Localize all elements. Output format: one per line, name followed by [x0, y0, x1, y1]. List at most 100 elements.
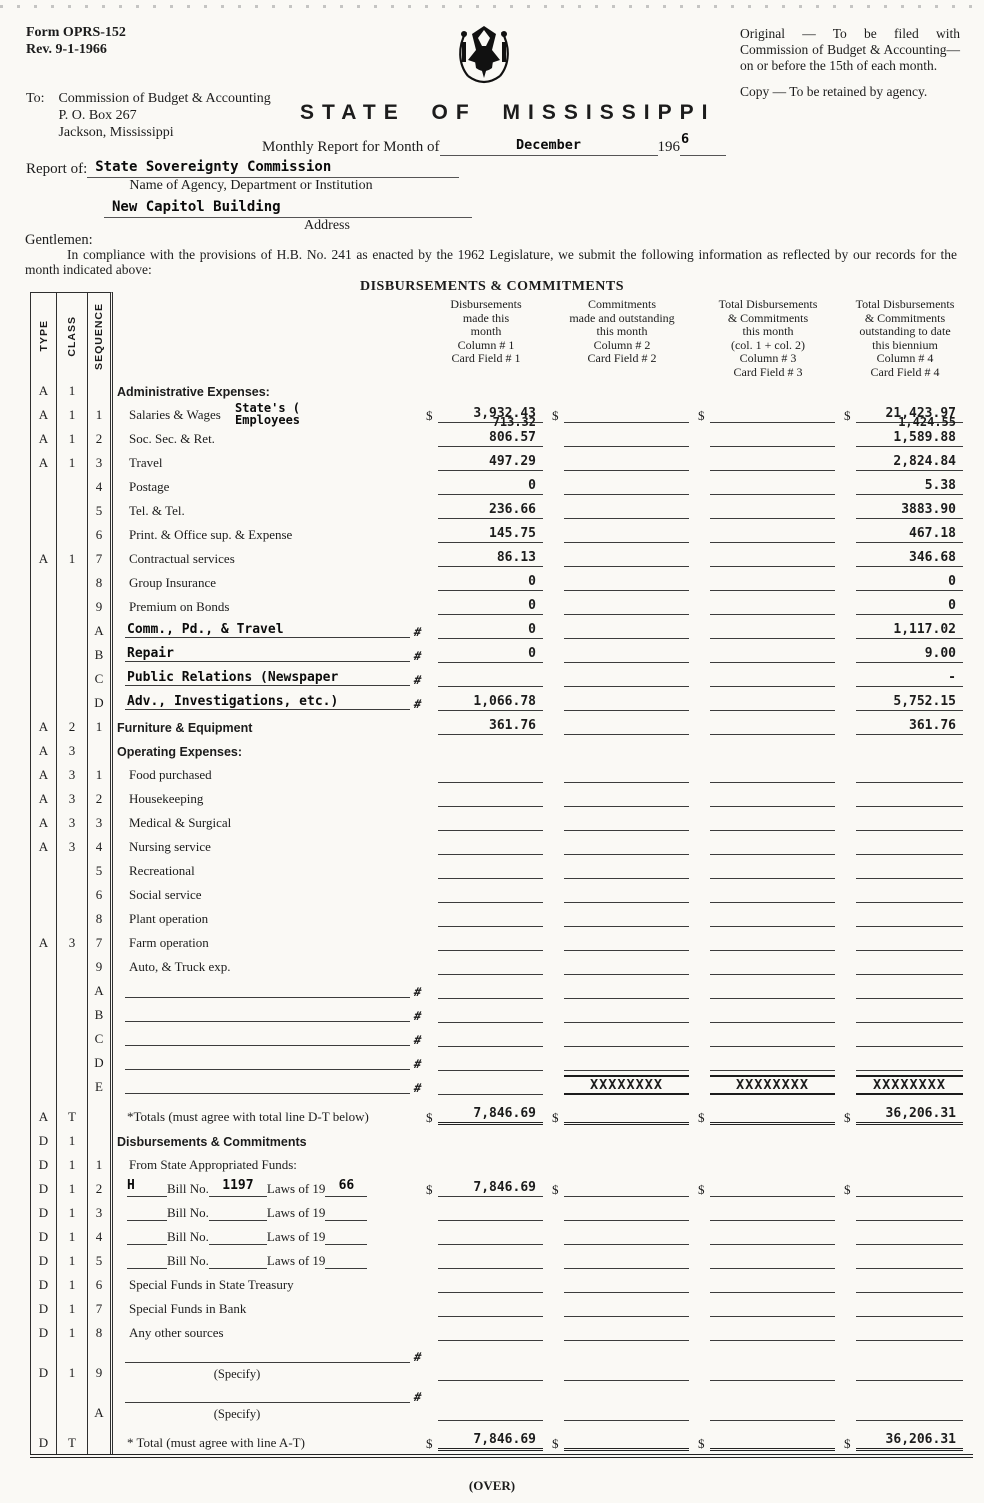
col3-cell [695, 1248, 841, 1272]
dollar-sign: $ [552, 1436, 559, 1451]
row-description: Special Funds in Bank [113, 1296, 423, 1320]
amount-line [564, 886, 689, 903]
table-row: D 1 8 Any other sources [30, 1320, 973, 1344]
addressee-line: P. O. Box 267 [58, 108, 137, 123]
amount-line [856, 862, 963, 879]
row-label: Tel. & Tel. [129, 503, 185, 518]
amount-line [710, 1030, 835, 1047]
col2-cell: $ [549, 1098, 695, 1128]
cell-class: 1 [57, 402, 88, 426]
fill-in-line: # [113, 1385, 423, 1407]
col1-cell: 236.66 [423, 498, 549, 522]
cell-class: 1 [57, 1344, 88, 1384]
row-label: Social service [129, 887, 202, 902]
cell-type [30, 1074, 57, 1098]
cell-sequence [88, 378, 113, 402]
agency-value: State Sovereignty Commission [95, 159, 332, 175]
table-body: A 1 Administrative Expenses: A 1 1 Salaries & … [30, 378, 973, 1454]
month-value: December [515, 137, 582, 153]
amount-line [710, 1276, 835, 1293]
row-label: *Totals (must agree with total line D-T … [127, 1109, 369, 1124]
col3-cell [695, 858, 841, 882]
col3-cell: $ [695, 1098, 841, 1128]
report-of-block: Report of: State Sovereignty Commission … [26, 159, 550, 234]
row-description: # [113, 1050, 423, 1074]
col1-cell [423, 1002, 549, 1026]
form-revision: Rev. 9-1-1966 [26, 42, 107, 57]
blank-line [125, 1345, 410, 1363]
table-row: 9 Auto, & Truck exp. [30, 954, 973, 978]
table-row: A 1 7 Contractual services 86.13 346.68 [30, 546, 973, 570]
col4-cell: 1,589.88 [841, 426, 969, 450]
amount-line [564, 670, 689, 687]
amount-line [856, 1204, 963, 1221]
table-row: B Repair #0 9.00 [30, 642, 973, 666]
amount-line [438, 1006, 543, 1023]
col2-cell [549, 834, 695, 858]
cell-type: A [30, 450, 57, 474]
col2-cell [549, 762, 695, 786]
col4-cell [841, 378, 969, 402]
col1-cell [423, 1152, 549, 1176]
cell-type: A [30, 810, 57, 834]
col4-cell: 361.76 [841, 714, 969, 738]
crossed-out-cell: XXXXXXXX [856, 1075, 963, 1095]
row-description: Farm operation [113, 930, 423, 954]
cell-class: T [57, 1424, 88, 1454]
cell-class [57, 858, 88, 882]
row-label: Auto, & Truck exp. [129, 959, 231, 974]
cell-class: 1 [57, 1200, 88, 1224]
amount-line [856, 1030, 963, 1047]
col4-cell [841, 858, 969, 882]
amount-line [438, 670, 543, 687]
col3-cell [695, 834, 841, 858]
hash-mark: # [412, 1390, 423, 1404]
typed-label: Comm., Pd., & Travel [127, 622, 284, 637]
bill-prefix-field: H [127, 1178, 167, 1197]
hash-mark: # [412, 1033, 423, 1047]
amount-line: 7,846.69 [438, 1432, 543, 1451]
bill-no-label: Bill No. [167, 1205, 209, 1220]
cell-sequence: D [88, 690, 113, 714]
table-row: B # [30, 1002, 973, 1026]
amount-line [710, 646, 835, 663]
amount-line [710, 1006, 835, 1023]
cell-type [30, 1002, 57, 1026]
col3-cell [695, 1320, 841, 1344]
col3-cell [695, 666, 841, 690]
amount-line: 3,932.43 [438, 406, 543, 423]
col2-cell: $ [549, 402, 695, 426]
col4-cell [841, 762, 969, 786]
amount-line [710, 430, 835, 447]
typed-label: Repair [127, 646, 174, 661]
amount-line [564, 1432, 689, 1451]
specify-caption: (Specify) [213, 1367, 261, 1381]
col3-cell [695, 1224, 841, 1248]
cell-sequence: 7 [88, 546, 113, 570]
cell-type: A [30, 930, 57, 954]
table-row: A # [30, 978, 973, 1002]
amount-line [856, 910, 963, 927]
cell-sequence: 5 [88, 498, 113, 522]
row-label: Housekeeping [129, 791, 204, 806]
col1-cell: 0 [423, 570, 549, 594]
amount-line [564, 934, 689, 951]
amount-line [564, 1180, 689, 1197]
amount-line: 7,846.69 [438, 1180, 543, 1197]
col1-cell [423, 1074, 549, 1098]
row-description: Bill No. Laws of 19 [113, 1224, 423, 1248]
amount-line [856, 1054, 963, 1071]
col2-cell [549, 1296, 695, 1320]
bill-number-value: 1197 [222, 1178, 254, 1193]
laws-year-field [325, 1228, 368, 1245]
amount-line: 467.18 [856, 526, 963, 543]
table-row: 8 Plant operation [30, 906, 973, 930]
cell-type: D [30, 1128, 57, 1152]
cell-type: A [30, 786, 57, 810]
cell-sequence: A [88, 618, 113, 642]
hash-mark: # [412, 1009, 423, 1023]
cell-type [30, 1050, 57, 1074]
cell-class: 1 [57, 450, 88, 474]
table-row: A 1 1 Salaries & Wages State's (Employees $3,… [30, 402, 973, 428]
row-description: Comm., Pd., & Travel # [113, 618, 423, 642]
